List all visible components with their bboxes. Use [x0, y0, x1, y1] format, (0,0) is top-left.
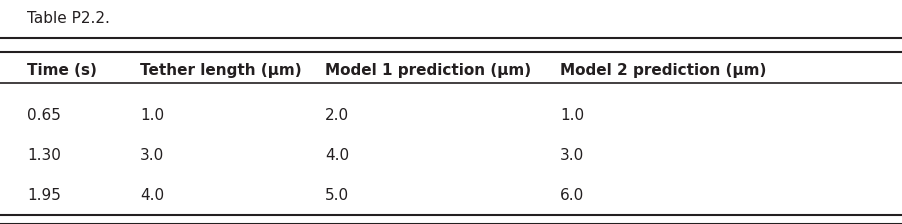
Text: Model 2 prediction (μm): Model 2 prediction (μm): [559, 63, 766, 78]
Text: 1.0: 1.0: [140, 108, 164, 123]
Text: Model 1 prediction (μm): Model 1 prediction (μm): [325, 63, 530, 78]
Text: 2.0: 2.0: [325, 108, 349, 123]
Text: 3.0: 3.0: [559, 148, 584, 163]
Text: 1.95: 1.95: [27, 188, 61, 203]
Text: Table P2.2.: Table P2.2.: [27, 11, 110, 26]
Text: 5.0: 5.0: [325, 188, 349, 203]
Text: 4.0: 4.0: [325, 148, 349, 163]
Text: 1.30: 1.30: [27, 148, 61, 163]
Text: Tether length (μm): Tether length (μm): [140, 63, 301, 78]
Text: 3.0: 3.0: [140, 148, 164, 163]
Text: 6.0: 6.0: [559, 188, 584, 203]
Text: Time (s): Time (s): [27, 63, 97, 78]
Text: 4.0: 4.0: [140, 188, 164, 203]
Text: 1.0: 1.0: [559, 108, 584, 123]
Text: 0.65: 0.65: [27, 108, 61, 123]
